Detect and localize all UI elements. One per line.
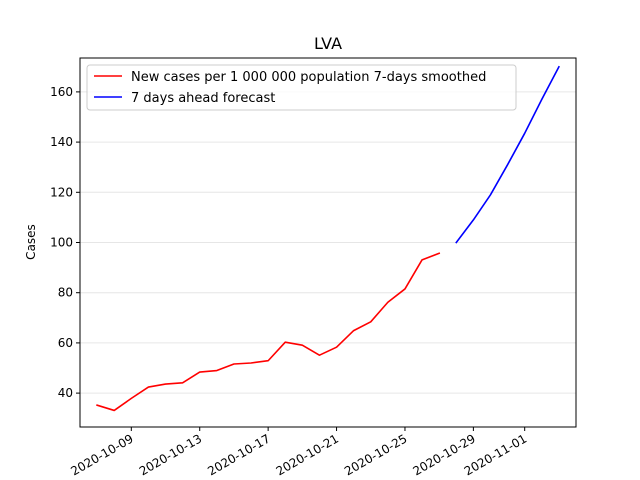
series-line-forecast xyxy=(455,65,560,244)
x-tick-label: 2020-10-21 xyxy=(274,431,341,478)
y-tick-label: 60 xyxy=(58,336,73,350)
y-axis-label: Cases xyxy=(24,224,38,260)
legend-label-cases: New cases per 1 000 000 population 7-day… xyxy=(131,70,486,85)
y-tick-label: 140 xyxy=(50,135,73,149)
series-line-cases xyxy=(96,252,441,412)
x-axis: 2020-10-09 2020-10-13 2020-10-17 2020-10-21… xyxy=(68,427,529,478)
x-tick-label: 2020-10-25 xyxy=(342,431,409,478)
y-tick-label: 160 xyxy=(50,85,73,99)
x-tick-label: 2020-10-17 xyxy=(205,431,272,478)
series-layer xyxy=(96,65,560,412)
legend-box xyxy=(86,64,517,111)
x-tick-label: 2020-10-09 xyxy=(68,431,135,478)
y-tick-label: 40 xyxy=(58,386,73,400)
y-axis: 40 60 80 100 120 140 160 xyxy=(50,85,80,400)
y-tick-label: 100 xyxy=(50,236,73,250)
y-tick-label: 120 xyxy=(50,185,73,199)
grid xyxy=(80,91,576,394)
chart-title: LVA xyxy=(314,34,342,53)
x-tick-label: 2020-10-13 xyxy=(137,431,204,478)
legend: New cases per 1 000 000 population 7-day… xyxy=(86,64,517,111)
y-tick-label: 80 xyxy=(58,286,73,300)
legend-label-forecast: 7 days ahead forecast xyxy=(131,91,275,106)
